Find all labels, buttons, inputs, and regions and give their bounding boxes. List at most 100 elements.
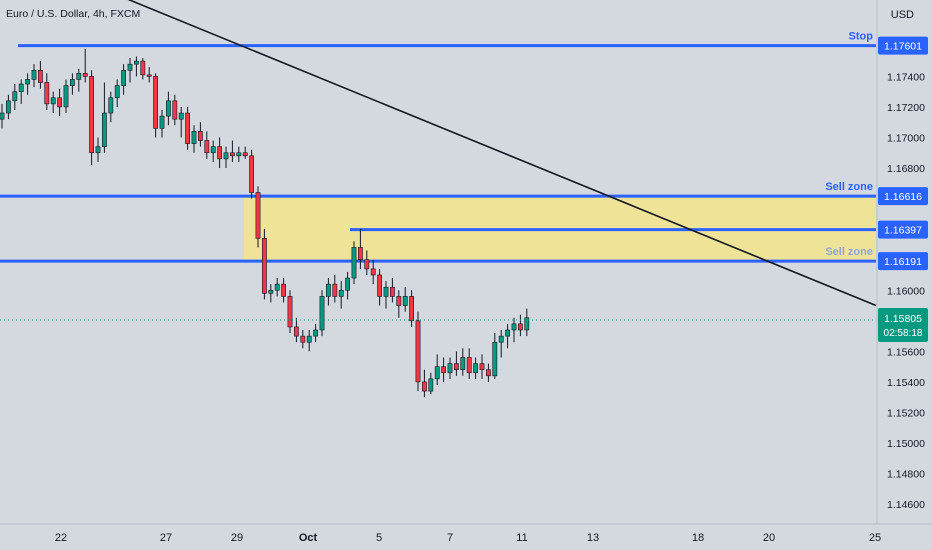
price-tick-label: 1.14600 xyxy=(887,499,925,511)
candle-body xyxy=(453,363,459,371)
time-axis[interactable]: 22 27 29 Oct 5 7 11 13 18 20 25 xyxy=(0,523,932,544)
time-tick-label: 27 xyxy=(160,532,172,544)
level-badge-text: 1.16397 xyxy=(884,225,922,237)
level-badge-text: 1.16616 xyxy=(884,191,922,203)
candle-body xyxy=(332,283,338,297)
candle-body xyxy=(159,115,165,129)
candle-body xyxy=(511,323,517,331)
candles xyxy=(0,48,530,398)
price-tick-label: 1.17400 xyxy=(887,71,925,83)
candle-body xyxy=(345,277,350,291)
time-tick-label: 20 xyxy=(763,532,775,544)
candle-body xyxy=(230,152,235,157)
level-label-0: Stop xyxy=(849,31,874,43)
candle-body xyxy=(166,100,171,117)
time-tick-label: 18 xyxy=(692,532,704,544)
candle-body xyxy=(287,296,293,328)
time-tick-label: 25 xyxy=(869,532,881,544)
candle-body xyxy=(6,100,11,114)
candle-body xyxy=(460,357,466,371)
price-axis[interactable]: USD 1.176001.174001.172001.170001.168001… xyxy=(876,0,928,524)
candle-body xyxy=(415,320,421,383)
price-tick-label: 1.17000 xyxy=(887,132,925,144)
level-label-2: Sell zone xyxy=(825,246,873,258)
candle-body xyxy=(37,69,43,83)
candle-body xyxy=(255,192,261,239)
level-badge-text: 1.17601 xyxy=(884,41,922,53)
candle-body xyxy=(210,146,216,154)
candle-body xyxy=(466,357,472,374)
current-price-text: 1.15805 xyxy=(884,313,922,325)
time-tick-label: 7 xyxy=(447,532,453,544)
candle-body xyxy=(389,286,395,297)
candle-body xyxy=(242,152,248,157)
candle-body xyxy=(114,85,120,99)
candle-body xyxy=(524,317,530,331)
candle-body xyxy=(89,76,94,154)
candle-body xyxy=(396,296,402,306)
candle-body xyxy=(146,74,152,77)
candle-body xyxy=(300,335,306,343)
candle-body xyxy=(383,286,389,297)
candle-body xyxy=(198,131,203,141)
candle-body xyxy=(319,296,325,331)
candle-body xyxy=(153,76,158,129)
candle-body xyxy=(223,152,229,160)
candle-body xyxy=(434,366,440,380)
candle-body xyxy=(63,85,69,108)
level-badge-text: 1.16191 xyxy=(884,256,922,268)
level-badge-2 xyxy=(878,252,928,271)
candle-body xyxy=(185,112,190,144)
candle-body xyxy=(364,259,370,270)
candle-body xyxy=(281,283,286,297)
time-tick-label: 13 xyxy=(587,532,599,544)
candle-body xyxy=(370,268,376,276)
level-badge-0 xyxy=(878,36,928,55)
candle-body xyxy=(236,152,242,157)
candle-body xyxy=(351,247,357,279)
candle-body xyxy=(76,73,82,80)
candle-body xyxy=(249,155,254,193)
candle-body xyxy=(479,363,485,371)
candle-body xyxy=(191,131,197,144)
downtrend-line[interactable] xyxy=(55,0,877,307)
price-tick-label: 1.15200 xyxy=(887,407,925,419)
time-tick-label: 29 xyxy=(231,532,243,544)
candle-body xyxy=(306,335,312,343)
candle-body xyxy=(313,329,318,337)
candle-body xyxy=(134,60,139,65)
candle-body xyxy=(274,283,280,291)
price-tick-label: 1.15600 xyxy=(887,346,925,358)
candle-body xyxy=(57,97,62,108)
level-lines: Stop Sell zone Sell zone xyxy=(0,31,876,263)
price-tick-label: 1.16000 xyxy=(887,285,925,297)
candle-body xyxy=(70,79,75,86)
candle-body xyxy=(492,341,498,377)
candle-body xyxy=(338,289,344,297)
candle-body xyxy=(50,97,56,105)
candle-body xyxy=(127,63,133,71)
candle-body xyxy=(409,296,414,322)
price-tick-label: 1.17200 xyxy=(887,102,925,114)
countdown-text: 02:58:18 xyxy=(884,328,923,339)
price-tick-label: 1.15400 xyxy=(887,377,925,389)
candle-body xyxy=(485,369,491,377)
level-label-1: Sell zone xyxy=(825,181,873,193)
level-badge-3 xyxy=(878,220,928,239)
candle-body xyxy=(82,73,88,77)
candle-body xyxy=(357,247,363,261)
trendline-layer[interactable] xyxy=(55,0,877,307)
currency-label: USD xyxy=(891,9,914,21)
candle-body xyxy=(172,100,178,120)
candle-body xyxy=(505,329,510,337)
candle-body xyxy=(25,79,30,85)
candle-body xyxy=(31,69,37,80)
candle-body xyxy=(268,289,274,294)
candle-body xyxy=(517,323,523,331)
candle-body xyxy=(18,83,24,92)
candle-body xyxy=(402,296,408,306)
candle-body xyxy=(325,283,331,297)
price-tick-label: 1.16800 xyxy=(887,163,925,175)
